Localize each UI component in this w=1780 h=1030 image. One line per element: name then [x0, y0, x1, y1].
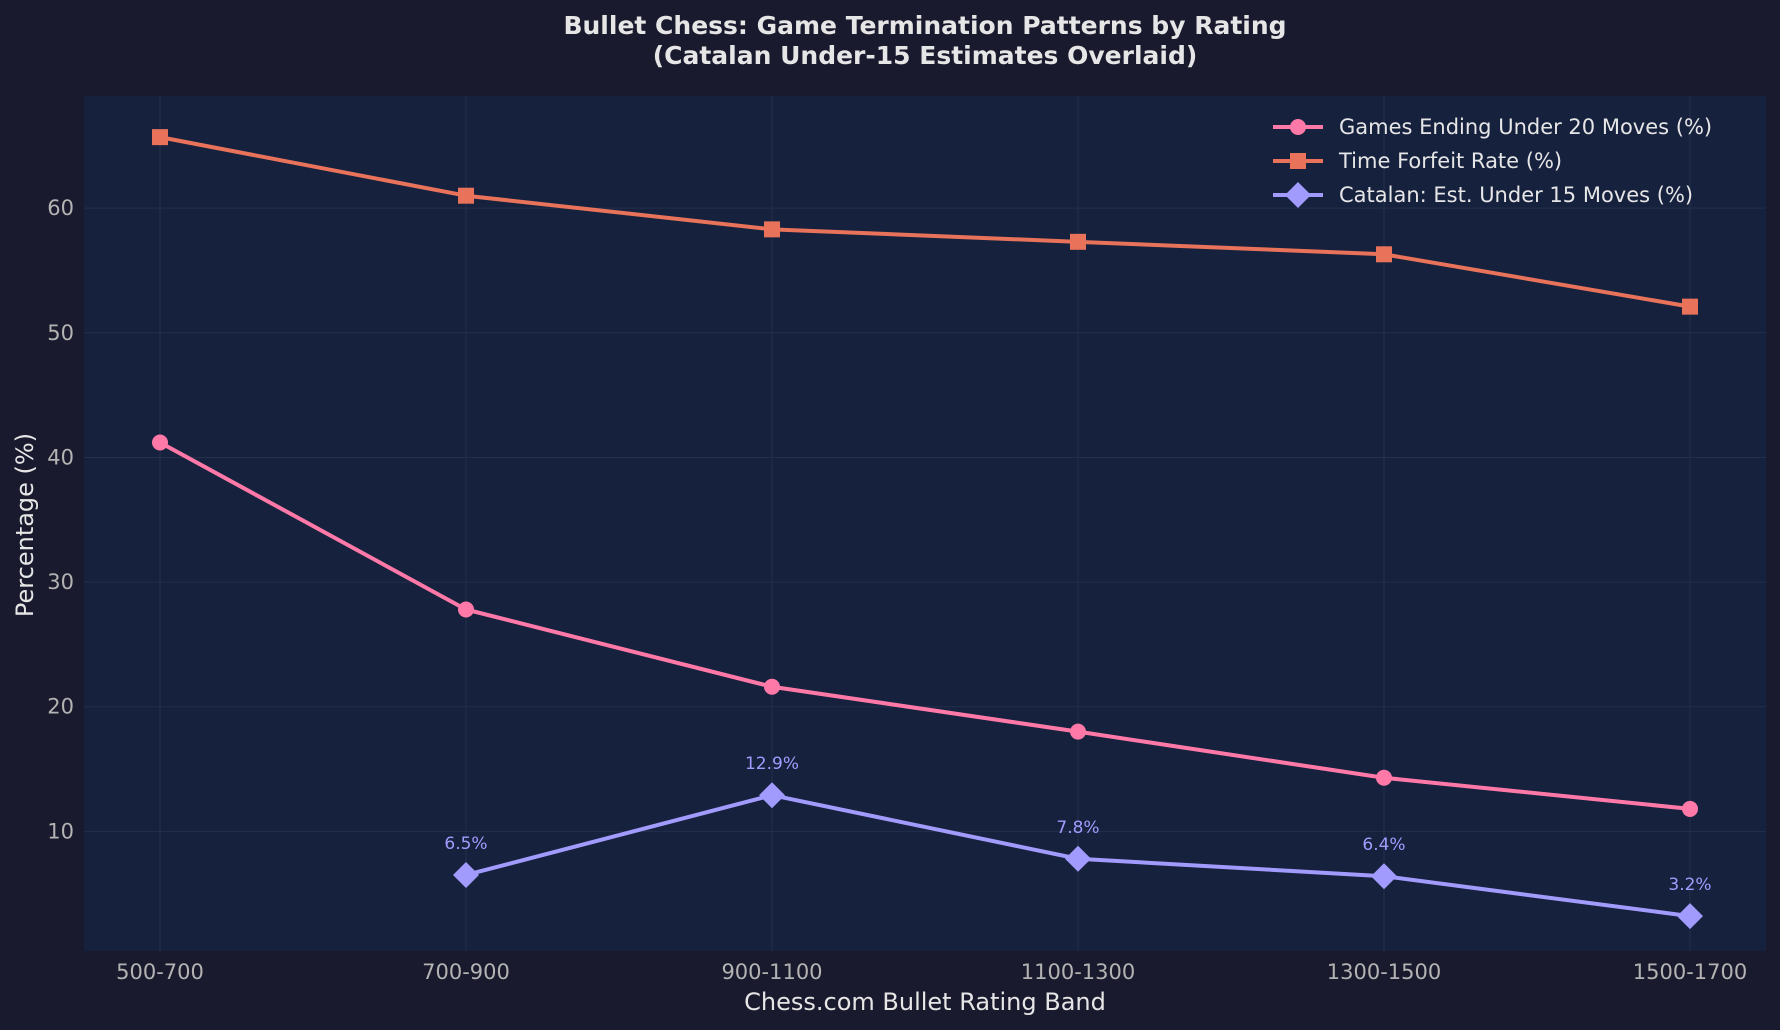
legend-marker: [1290, 153, 1306, 169]
legend-marker: [1285, 182, 1311, 208]
x-tick-label: 1300-1500: [1327, 960, 1441, 984]
games-under-20-point: [1682, 800, 1698, 817]
grid-lines: [84, 96, 1766, 951]
y-axis-ticks: 10 20 30 40 50 60: [47, 196, 74, 843]
x-tick-label: 1500-1700: [1633, 960, 1747, 984]
series-games-under-20: [152, 434, 1698, 817]
legend-label: Catalan: Est. Under 15 Moves (%): [1339, 183, 1693, 207]
games-under-20-point: [764, 678, 780, 695]
games-under-20-point: [152, 434, 168, 451]
legend-label: Time Forfeit Rate (%): [1338, 149, 1562, 173]
catalan-under-15-data-label: 3.2%: [1668, 875, 1711, 895]
x-tick-label: 700-900: [422, 960, 510, 984]
time-forfeit-point: [1376, 246, 1392, 263]
time-forfeit-line: [158, 135, 1692, 309]
x-axis-label: Chess.com Bullet Rating Band: [744, 988, 1106, 1016]
legend-item-games-under-20: Games Ending Under 20 Moves (%): [1273, 115, 1712, 139]
chart-subtitle: (Catalan Under-15 Estimates Overlaid): [653, 41, 1198, 70]
time-forfeit-point: [764, 221, 780, 238]
time-forfeit-point: [152, 129, 168, 146]
games-under-20-point: [1070, 723, 1086, 740]
y-tick-label: 50: [47, 321, 74, 345]
time-forfeit-point: [1682, 298, 1698, 315]
y-axis-label: Percentage (%): [11, 433, 39, 617]
catalan-under-15-data-label: 6.4%: [1362, 835, 1405, 855]
legend-item-catalan-under-15: Catalan: Est. Under 15 Moves (%): [1273, 182, 1693, 208]
catalan-under-15-point: [453, 861, 479, 888]
legend-item-time-forfeit: Time Forfeit Rate (%): [1273, 149, 1562, 173]
y-tick-label: 40: [47, 445, 74, 469]
catalan-under-15-point: [759, 782, 785, 809]
y-tick-label: 60: [47, 196, 74, 220]
games-under-20-line: [158, 440, 1692, 811]
time-forfeit-point: [1070, 233, 1086, 250]
catalan-under-15-point: [1677, 903, 1703, 930]
games-under-20-point: [458, 601, 474, 618]
games-under-20-point: [1376, 769, 1392, 786]
catalan-under-15-point: [1371, 863, 1397, 890]
catalan-under-15-point: [1065, 845, 1091, 872]
x-tick-label: 900-1100: [721, 960, 822, 984]
catalan-under-15-data-label: 12.9%: [745, 754, 799, 774]
legend: Games Ending Under 20 Moves (%) Time Forf…: [1273, 115, 1712, 208]
x-tick-label: 1100-1300: [1021, 960, 1135, 984]
time-forfeit-point: [458, 187, 474, 204]
catalan-under-15-data-label: 6.5%: [444, 834, 487, 854]
y-tick-label: 20: [47, 695, 74, 719]
series-catalan-under-15: [453, 782, 1703, 930]
plot-area: [84, 96, 1766, 951]
data-labels: 6.5% 12.9% 7.8% 6.4% 3.2%: [444, 754, 1711, 895]
y-tick-label: 30: [47, 570, 74, 594]
legend-label: Games Ending Under 20 Moves (%): [1339, 115, 1712, 139]
series-time-forfeit: [152, 129, 1698, 315]
y-tick-label: 10: [47, 819, 74, 843]
catalan-under-15-data-label: 7.8%: [1056, 818, 1099, 838]
chart-title: Bullet Chess: Game Termination Patterns …: [563, 11, 1286, 40]
series-layer: [152, 129, 1703, 930]
x-tick-label: 500-700: [116, 960, 204, 984]
x-axis-ticks: 500-700 700-900 900-1100 1100-1300 1300-1500…: [116, 960, 1747, 984]
legend-marker: [1290, 119, 1306, 135]
